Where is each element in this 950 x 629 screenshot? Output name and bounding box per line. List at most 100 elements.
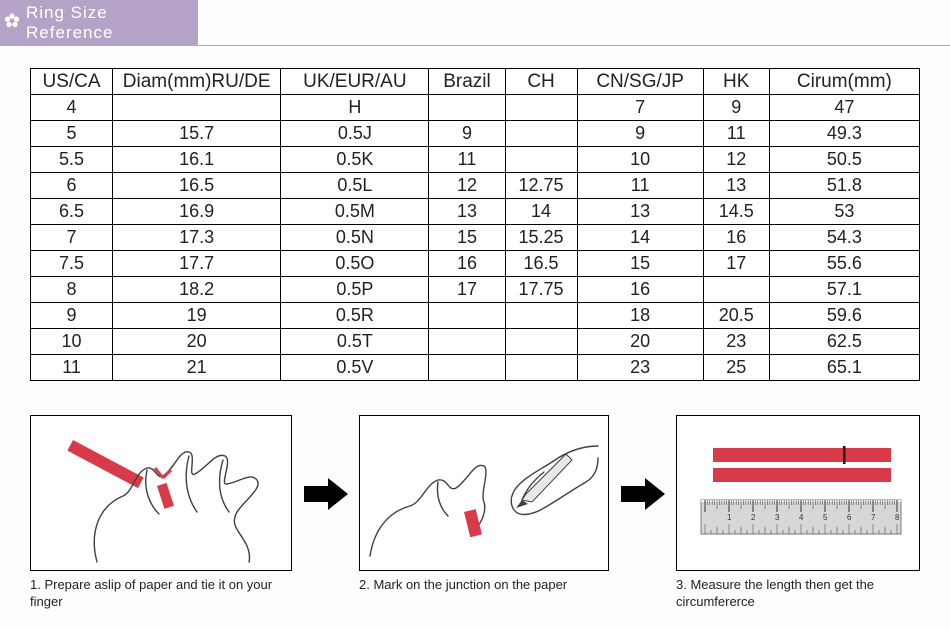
table-cell: 12.75 [505, 173, 577, 199]
table-cell: 15.7 [113, 121, 281, 147]
table-cell: 9 [429, 121, 505, 147]
table-header: HK [703, 69, 769, 95]
header-bar: Ring Size Reference [0, 0, 198, 46]
table-cell: 50.5 [769, 147, 919, 173]
table-cell: 59.6 [769, 303, 919, 329]
ring-size-table: US/CADiam(mm)RU/DEUK/EUR/AUBrazilCHCN/SG… [30, 68, 920, 381]
table-header: Cirum(mm) [769, 69, 919, 95]
table-cell: 14 [577, 225, 703, 251]
step-1-illustration [37, 422, 285, 564]
table-cell: 15.25 [505, 225, 577, 251]
table-cell: 14.5 [703, 199, 769, 225]
table-cell: 21 [113, 355, 281, 381]
step-2-caption: 2. Mark on the junction on the paper [359, 577, 609, 594]
table-cell: 20 [577, 329, 703, 355]
table-cell [505, 95, 577, 121]
svg-text:5: 5 [823, 513, 828, 522]
table-cell: 6 [31, 173, 113, 199]
step-3-caption: 3. Measure the length then get the circu… [676, 577, 920, 611]
table-cell: 23 [703, 329, 769, 355]
table-header: CN/SG/JP [577, 69, 703, 95]
table-row: 6.516.90.5M13141314.553 [31, 199, 920, 225]
table-cell: 6.5 [31, 199, 113, 225]
steps-row: 1. Prepare aslip of paper and tie it on … [0, 393, 950, 629]
table-cell: 47 [769, 95, 919, 121]
table-header: Brazil [429, 69, 505, 95]
table-cell: 53 [769, 199, 919, 225]
table-cell: 0.5J [281, 121, 429, 147]
step-3-box: 12345678 [676, 415, 920, 571]
svg-text:8: 8 [895, 513, 900, 522]
table-row: 515.70.5J991149.3 [31, 121, 920, 147]
table-cell: 0.5O [281, 251, 429, 277]
table-cell [505, 329, 577, 355]
step-2-box [359, 415, 609, 571]
table-cell: 0.5R [281, 303, 429, 329]
table-cell: 0.5V [281, 355, 429, 381]
table-cell [505, 355, 577, 381]
table-cell: 20.5 [703, 303, 769, 329]
table-cell: 0.5L [281, 173, 429, 199]
table-cell: 13 [429, 199, 505, 225]
table-cell: 0.5K [281, 147, 429, 173]
table-cell: 13 [703, 173, 769, 199]
table-cell: 16.5 [505, 251, 577, 277]
table-cell: 16 [577, 277, 703, 303]
table-cell [429, 95, 505, 121]
svg-text:1: 1 [727, 513, 732, 522]
table-row: 818.20.5P1717.751657.1 [31, 277, 920, 303]
table-cell: 17 [429, 277, 505, 303]
table-cell: 18.2 [113, 277, 281, 303]
table-cell: 16 [703, 225, 769, 251]
table-row: 717.30.5N1515.25141654.3 [31, 225, 920, 251]
table-row: 7.517.70.5O1616.5151755.6 [31, 251, 920, 277]
table-cell: 4 [31, 95, 113, 121]
table-cell: 12 [429, 173, 505, 199]
table-cell: 11 [429, 147, 505, 173]
table-cell: 12 [703, 147, 769, 173]
table-cell: 62.5 [769, 329, 919, 355]
table-cell: 14 [505, 199, 577, 225]
table-cell: 10 [577, 147, 703, 173]
table-cell: 51.8 [769, 173, 919, 199]
table-row: 10200.5T202362.5 [31, 329, 920, 355]
table-cell: 7.5 [31, 251, 113, 277]
table-row: 4H7947 [31, 95, 920, 121]
table-cell: 54.3 [769, 225, 919, 251]
svg-text:4: 4 [799, 513, 804, 522]
table-cell: 15 [429, 225, 505, 251]
table-cell: 7 [31, 225, 113, 251]
table-row: 616.50.5L1212.75111351.8 [31, 173, 920, 199]
table-cell: 11 [703, 121, 769, 147]
table-cell: 17.3 [113, 225, 281, 251]
svg-text:2: 2 [751, 513, 756, 522]
table-cell: 0.5P [281, 277, 429, 303]
table-row: 9190.5R1820.559.6 [31, 303, 920, 329]
table-cell [505, 147, 577, 173]
table-cell: 7 [577, 95, 703, 121]
arrow-icon [615, 415, 671, 573]
table-cell: 25 [703, 355, 769, 381]
step-1-caption: 1. Prepare aslip of paper and tie it on … [30, 577, 292, 611]
table-header: US/CA [31, 69, 113, 95]
table-cell: 49.3 [769, 121, 919, 147]
table-cell: 10 [31, 329, 113, 355]
table-row: 11210.5V232565.1 [31, 355, 920, 381]
table-cell [429, 355, 505, 381]
table-cell: 0.5N [281, 225, 429, 251]
table-cell: 9 [31, 303, 113, 329]
table-cell: H [281, 95, 429, 121]
table-cell [703, 277, 769, 303]
table-header: UK/EUR/AU [281, 69, 429, 95]
svg-text:7: 7 [871, 513, 876, 522]
table-header: Diam(mm)RU/DE [113, 69, 281, 95]
svg-text:3: 3 [775, 513, 780, 522]
table-cell [113, 95, 281, 121]
table-cell: 0.5M [281, 199, 429, 225]
table-cell: 23 [577, 355, 703, 381]
flower-icon [4, 13, 20, 33]
arrow-icon [298, 415, 354, 573]
table-cell [429, 329, 505, 355]
table-cell: 5.5 [31, 147, 113, 173]
step-1-box [30, 415, 292, 571]
